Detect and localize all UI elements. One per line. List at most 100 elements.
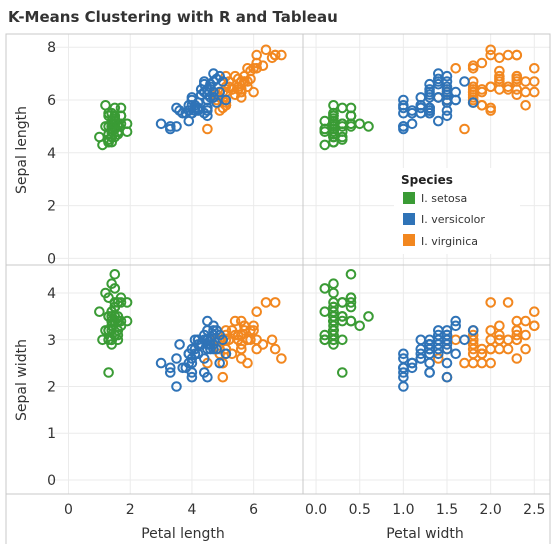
point-iversicolor-petal_length-sepal_length-49 [189, 102, 201, 114]
point-ivirginica-petal_length-sepal_width-22 [269, 343, 281, 355]
point-iversicolor-petal_length-sepal_width-33 [220, 348, 232, 360]
point-ivirginica-petal_width-sepal_length-42 [476, 100, 488, 111]
x-tick-petal_width-2.0: 2.0 [480, 502, 502, 518]
x-axis-label-petal-length: Petal length [141, 526, 225, 542]
point-iversicolor-petal_width-sepal_width-49 [424, 343, 435, 355]
point-iversicolor-petal_width-sepal_width-27 [459, 334, 470, 346]
point-ivirginica-petal_length-sepal_width-18 [276, 353, 287, 364]
point-iversicolor-petal_width-sepal_width-18 [441, 371, 453, 383]
point-iversicolor-petal_length-sepal_width-31 [177, 362, 188, 374]
point-isetosa-petal_width-sepal_width-33 [328, 278, 339, 290]
point-ivirginica-petal_length-sepal_width-46 [217, 357, 229, 369]
point-ivirginica-petal_width-sepal_width-32 [502, 343, 514, 355]
point-ivirginica-petal_length-sepal_length-43 [245, 73, 256, 85]
point-ivirginica-petal_length-sepal_width-31 [260, 297, 272, 308]
legend-label-setosa: I. setosa [421, 192, 467, 205]
point-iversicolor-petal_length-sepal_length-10 [171, 121, 182, 132]
point-ivirginica-petal_width-sepal_length-35 [511, 49, 523, 61]
x-axis-label-petal-width: Petal width [386, 526, 464, 542]
point-ivirginica-petal_width-sepal_width-44 [529, 320, 540, 332]
point-iversicolor-petal_length-sepal_width-10 [171, 381, 182, 392]
point-iversicolor-petal_width-sepal_width-22 [441, 357, 453, 369]
point-iversicolor-petal_width-sepal_width-31 [398, 362, 409, 374]
point-isetosa-petal_length-sepal_length-45 [106, 126, 117, 137]
point-ivirginica-petal_width-sepal_length-48 [511, 89, 523, 100]
x-tick-labels: 0 2 4 6 0.0 0.5 1.0 1.5 2.0 2.5 [64, 502, 545, 518]
point-iversicolor-petal_width-sepal_width-48 [406, 357, 418, 369]
point-isetosa-petal_length-sepal_length-42 [103, 136, 114, 148]
grid-layer [50, 34, 550, 494]
point-ivirginica-petal_width-sepal_length-14 [520, 100, 531, 111]
point-isetosa-petal_width-sepal_length-49 [328, 121, 339, 132]
point-isetosa-petal_length-sepal_length-35 [100, 121, 111, 132]
point-ivirginica-petal_width-sepal_length-32 [502, 84, 514, 95]
point-isetosa-petal_length-sepal_width-47 [106, 325, 117, 336]
point-isetosa-petal_length-sepal_length-33 [106, 107, 117, 119]
legend-swatch-virginica [403, 234, 415, 246]
point-ivirginica-petal_width-sepal_width-24 [494, 320, 505, 332]
point-ivirginica-petal_width-sepal_width-14 [520, 343, 531, 355]
point-ivirginica-petal_length-sepal_width-47 [223, 334, 235, 346]
point-iversicolor-petal_length-sepal_width-49 [189, 343, 201, 355]
point-ivirginica-petal_width-sepal_width-48 [511, 315, 523, 327]
point-iversicolor-petal_width-sepal_length-31 [398, 107, 409, 119]
point-isetosa-petal_length-sepal_length-22 [94, 131, 105, 143]
point-ivirginica-petal_width-sepal_length-6 [459, 123, 470, 135]
point-iversicolor-petal_width-sepal_length-27 [459, 76, 470, 87]
points-layer [94, 44, 540, 392]
point-isetosa-petal_length-sepal_width-41 [103, 367, 114, 378]
point-ivirginica-petal_width-sepal_width-30 [476, 343, 488, 355]
point-ivirginica-petal_width-sepal_length-5 [494, 52, 505, 64]
frame-layer [5, 33, 551, 544]
point-iversicolor-petal_length-sepal_width-22 [214, 357, 225, 369]
x-tick-petal_width-1.0: 1.0 [392, 502, 414, 518]
point-ivirginica-petal_length-sepal_width-19 [217, 371, 229, 383]
point-ivirginica-petal_width-sepal_length-30 [476, 57, 488, 69]
point-ivirginica-petal_length-sepal_length-44 [239, 76, 250, 87]
x-tick-petal_width-0.5: 0.5 [349, 502, 371, 518]
point-isetosa-petal_width-sepal_width-21 [345, 301, 357, 313]
point-iversicolor-petal_length-sepal_length-40 [199, 107, 210, 119]
point-isetosa-petal_width-sepal_length-13 [319, 139, 331, 151]
point-iversicolor-petal_width-sepal_length-16 [441, 105, 453, 116]
point-isetosa-petal_length-sepal_width-49 [106, 320, 117, 332]
point-isetosa-petal_length-sepal_length-47 [106, 131, 117, 143]
point-isetosa-petal_width-sepal_length-44 [345, 118, 357, 130]
point-iversicolor-petal_length-sepal_width-14 [174, 339, 185, 350]
point-ivirginica-petal_length-sepal_width-9 [251, 306, 263, 318]
point-ivirginica-petal_width-sepal_width-41 [511, 329, 523, 341]
y-tick-sepal_length-2: 2 [47, 199, 56, 215]
point-isetosa-petal_length-sepal_width-48 [109, 301, 121, 313]
point-ivirginica-petal_length-sepal_length-41 [220, 70, 232, 82]
point-ivirginica-petal_width-sepal_length-36 [520, 86, 531, 98]
point-iversicolor-petal_width-sepal_length-48 [406, 118, 418, 130]
point-iversicolor-petal_width-sepal_length-47 [424, 89, 435, 100]
point-iversicolor-petal_width-sepal_width-17 [398, 348, 409, 360]
point-iversicolor-petal_width-sepal_length-36 [441, 76, 453, 87]
point-isetosa-petal_width-sepal_length-42 [328, 136, 339, 148]
point-isetosa-petal_width-sepal_width-31 [345, 315, 357, 327]
point-iversicolor-petal_length-sepal_width-43 [165, 367, 176, 378]
point-ivirginica-petal_width-sepal_length-29 [450, 63, 462, 74]
legend: Species I. setosa I. versicolor I. virgi… [394, 168, 520, 254]
point-iversicolor-petal_length-sepal_length-41 [205, 92, 216, 103]
x-tick-petal_length-4: 4 [187, 502, 196, 518]
point-iversicolor-petal_width-sepal_width-45 [415, 334, 427, 346]
y-tick-sepal_width-0: 0 [47, 473, 56, 489]
point-isetosa-petal_width-sepal_width-45 [337, 334, 348, 346]
y-tick-sepal_length-8: 8 [47, 40, 56, 56]
point-isetosa-petal_width-sepal_length-45 [337, 126, 348, 137]
legend-label-versicolor: I. versicolor [421, 213, 485, 226]
point-iversicolor-petal_width-sepal_width-41 [433, 334, 444, 346]
point-ivirginica-petal_width-sepal_width-39 [494, 329, 505, 341]
point-ivirginica-petal_length-sepal_length-25 [248, 63, 259, 74]
point-ivirginica-petal_width-sepal_length-25 [467, 63, 479, 74]
point-ivirginica-petal_width-sepal_length-44 [529, 76, 540, 87]
point-ivirginica-petal_width-sepal_length-22 [485, 49, 497, 61]
point-ivirginica-petal_length-sepal_length-6 [202, 123, 213, 135]
legend-swatch-versicolor [403, 213, 415, 225]
point-isetosa-petal_width-sepal_width-40 [337, 311, 348, 322]
point-ivirginica-petal_length-sepal_width-5 [266, 334, 278, 346]
